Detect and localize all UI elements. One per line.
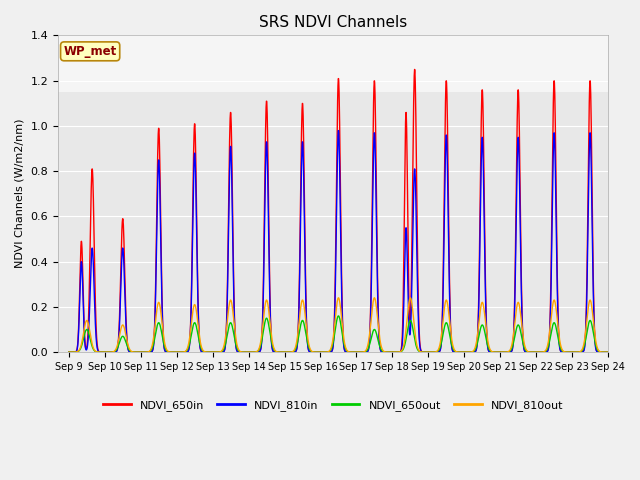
Y-axis label: NDVI Channels (W/m2/nm): NDVI Channels (W/m2/nm) — [15, 119, 25, 268]
Title: SRS NDVI Channels: SRS NDVI Channels — [259, 15, 407, 30]
Legend: NDVI_650in, NDVI_810in, NDVI_650out, NDVI_810out: NDVI_650in, NDVI_810in, NDVI_650out, NDV… — [99, 396, 568, 416]
Text: WP_met: WP_met — [63, 45, 116, 58]
Bar — [58, 36, 608, 92]
Bar — [58, 92, 608, 352]
